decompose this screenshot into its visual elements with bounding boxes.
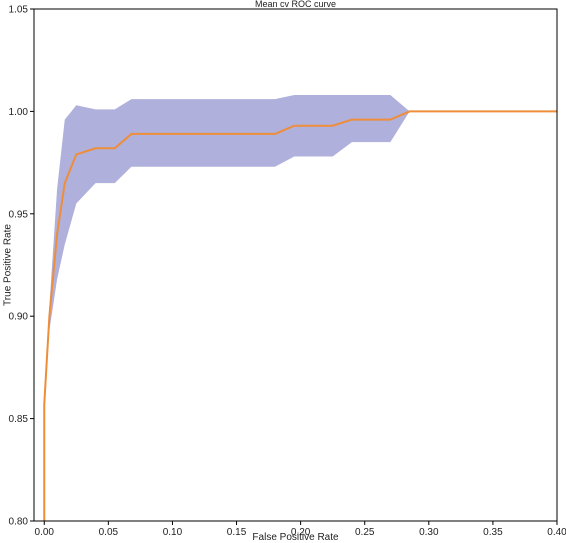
x-axis-title: False Positive Rate (252, 532, 339, 543)
std-band (44, 95, 557, 522)
y-tick-label: 1.00 (9, 107, 29, 118)
mean-roc-line-layer (43, 110, 557, 521)
plot-frame (33, 8, 558, 522)
x-tick-label: 0.30 (419, 527, 439, 538)
y-tick-label: 1.05 (9, 5, 29, 16)
y-axis-ticks: 0.80 0.85 0.90 0.95 1.00 1.05 (9, 5, 34, 528)
y-tick-label: 0.95 (9, 209, 29, 220)
mean-roc-line (43, 110, 557, 521)
x-tick-label: 0.15 (227, 527, 247, 538)
x-tick-label: 0.25 (355, 527, 375, 538)
y-tick-label: 0.80 (9, 517, 29, 528)
x-axis-ticks: 0.00 0.05 0.10 0.15 0.20 0.25 0.30 0.35 0.40 (35, 521, 566, 538)
x-tick-label: 0.40 (547, 527, 566, 538)
std-band-layer (44, 95, 557, 522)
x-tick-label: 0.35 (483, 527, 503, 538)
x-tick-label: 0.05 (99, 527, 119, 538)
chart-title: Mean cv ROC curve (255, 0, 336, 9)
y-tick-label: 0.85 (9, 414, 29, 425)
x-tick-label: 0.10 (163, 527, 183, 538)
x-tick-label: 0.00 (35, 527, 55, 538)
y-axis-title: True Positive Rate (3, 224, 14, 306)
x-tick-label: 0.20 (291, 527, 311, 538)
y-tick-label: 0.90 (9, 312, 29, 323)
